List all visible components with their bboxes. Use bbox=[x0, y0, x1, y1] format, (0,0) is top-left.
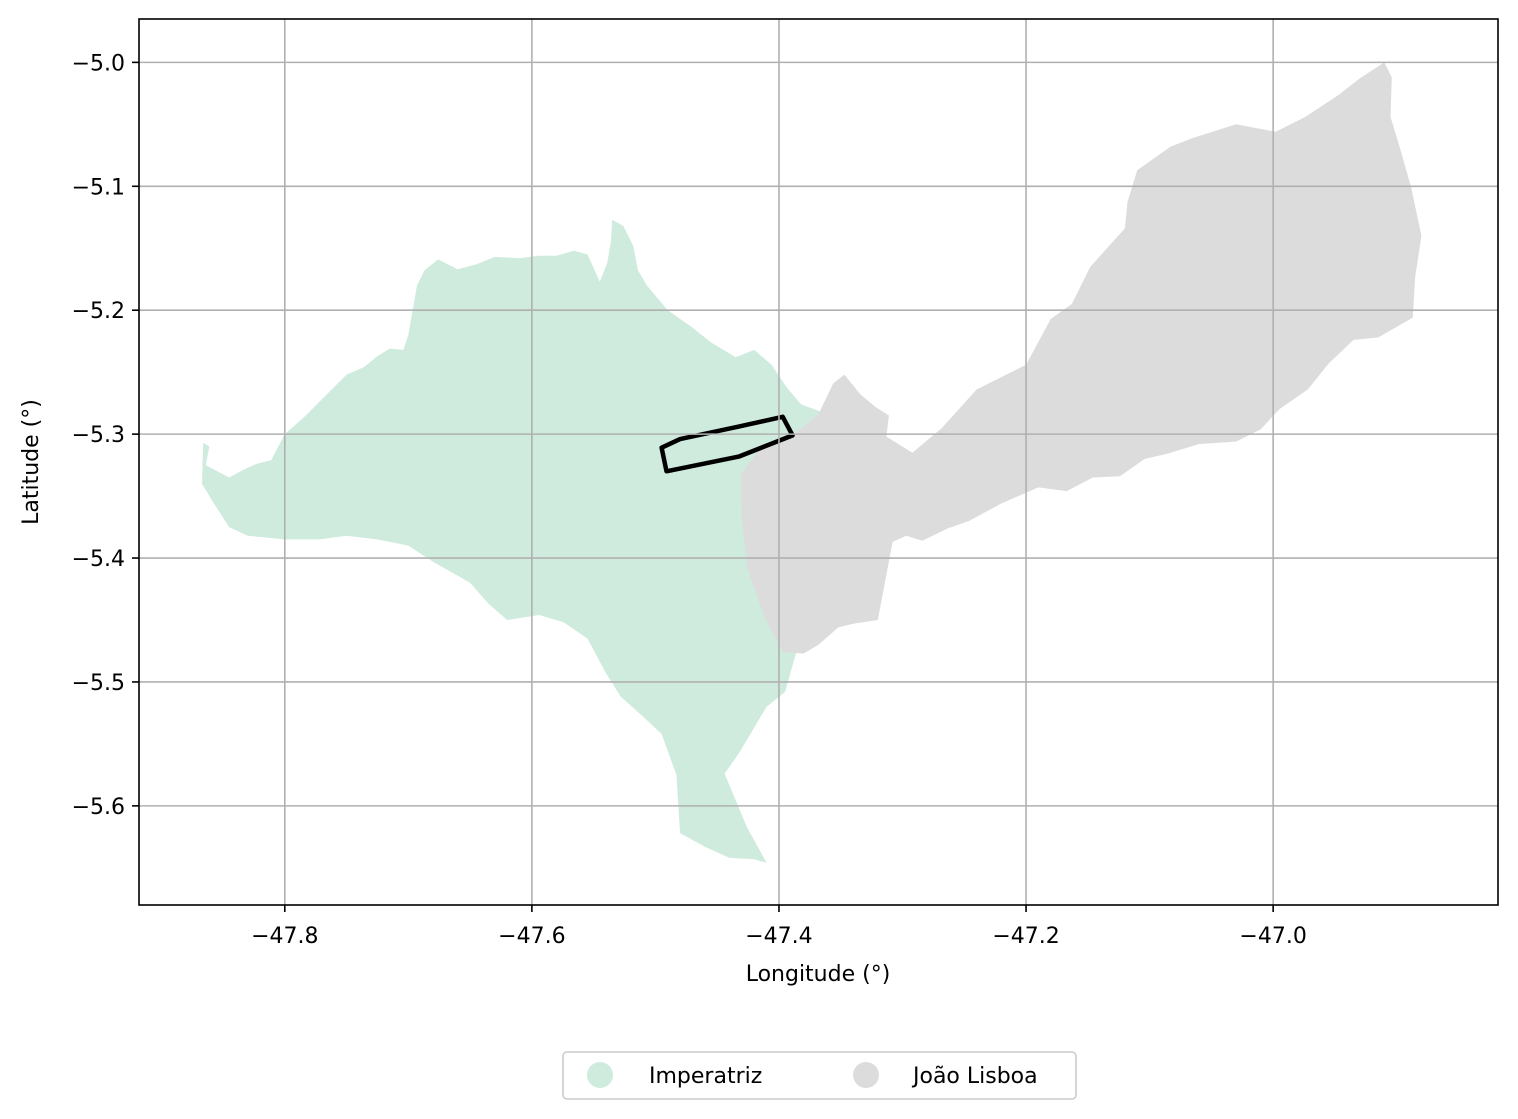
x-tick-label: −47.0 bbox=[1239, 924, 1306, 949]
legend-marker bbox=[853, 1062, 879, 1088]
legend-marker bbox=[587, 1062, 613, 1088]
legend: Imperatriz João Lisboa bbox=[562, 1051, 1077, 1100]
region-imperatriz bbox=[202, 219, 821, 863]
y-tick-label: −5.1 bbox=[72, 175, 125, 200]
map-layer bbox=[202, 62, 1422, 863]
legend-label: João Lisboa bbox=[911, 1064, 1038, 1089]
y-tick-label: −5.0 bbox=[72, 51, 125, 76]
plot-area: −47.8 −47.6 −47.4 −47.2 −47.0 −5.0 −5.1 −5.2 −5.… bbox=[72, 18, 1499, 949]
y-tick-label: −5.4 bbox=[72, 547, 125, 572]
legend-box bbox=[562, 1051, 1077, 1100]
x-axis-label: Longitude (°) bbox=[746, 962, 891, 987]
axes-frame bbox=[138, 18, 1499, 906]
x-tick-label: −47.4 bbox=[745, 924, 812, 949]
y-tick-label: −5.5 bbox=[72, 671, 125, 696]
x-tick-label: −47.6 bbox=[498, 924, 565, 949]
y-axis-label: Latitude (°) bbox=[19, 399, 44, 525]
x-tick-label: −47.2 bbox=[992, 924, 1059, 949]
y-tick-label: −5.6 bbox=[72, 795, 125, 820]
y-tick-label: −5.3 bbox=[72, 423, 125, 448]
y-tick-label: −5.2 bbox=[72, 299, 125, 324]
x-tick-label: −47.8 bbox=[251, 924, 318, 949]
region-jo-o-lisboa bbox=[740, 62, 1422, 654]
legend-label: Imperatriz bbox=[649, 1064, 762, 1089]
highlight-outline bbox=[659, 414, 795, 474]
